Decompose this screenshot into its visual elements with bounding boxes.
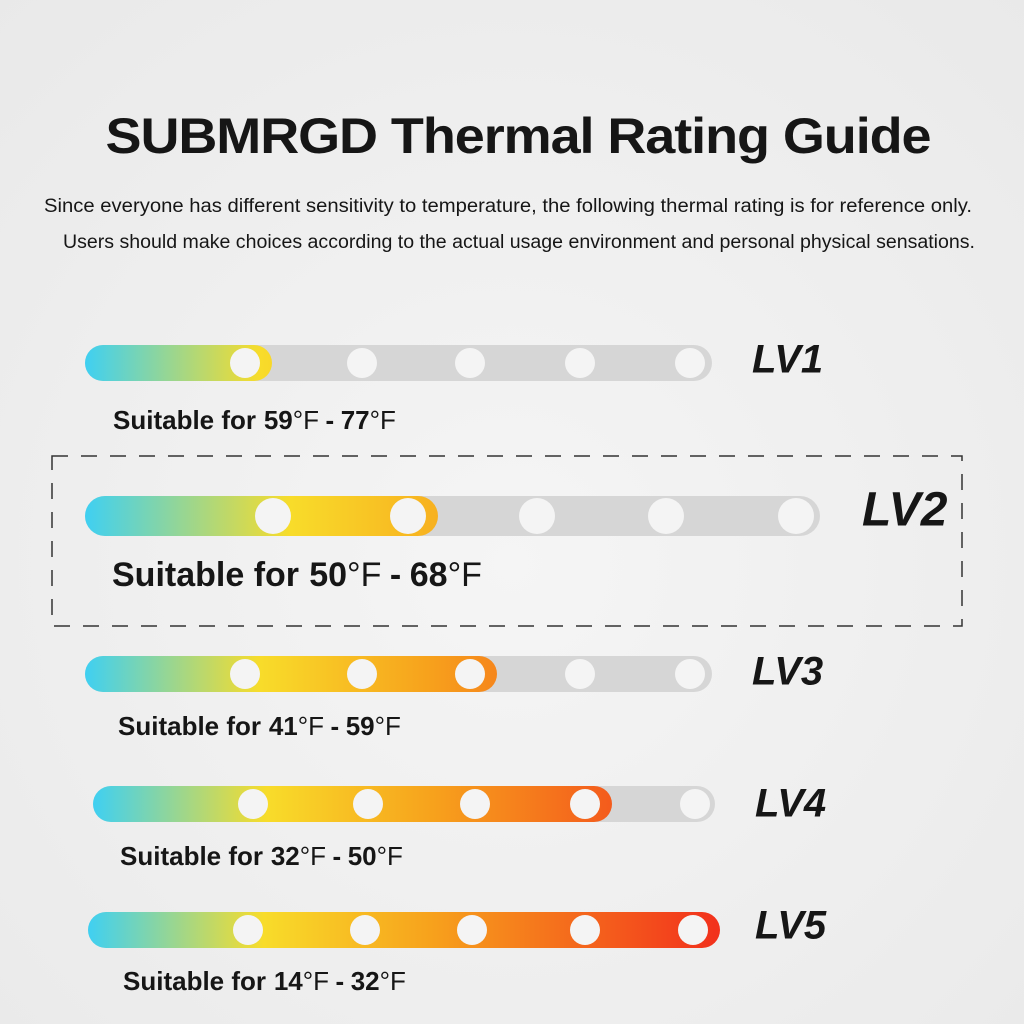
dot — [353, 789, 383, 819]
level-fill — [85, 345, 272, 381]
text-part: °F — [377, 841, 403, 871]
text-part: °F — [298, 711, 324, 741]
level-label: LV3 — [752, 650, 823, 694]
text-part: °F — [300, 841, 326, 871]
level-fill — [93, 786, 612, 822]
level-label: LV5 — [755, 904, 827, 948]
text-part: 41 — [269, 711, 298, 741]
dot — [455, 348, 485, 378]
highlight-box — [51, 455, 963, 627]
level-label: LV2 — [862, 484, 948, 537]
dot — [347, 348, 377, 378]
text-part: °F — [347, 556, 381, 594]
dot — [778, 498, 814, 534]
text-part: - — [333, 841, 342, 871]
text-part: Suitable for — [123, 966, 266, 996]
text-part: 14 — [274, 966, 303, 996]
suitable-text: Suitable for 14°F -32°F — [123, 966, 406, 996]
text-part: °F — [375, 711, 401, 741]
text-part: 68 — [410, 556, 448, 594]
text-part: 59 — [346, 711, 375, 741]
dot — [347, 659, 377, 689]
text-part: 50 — [309, 556, 347, 594]
level-label: LV1 — [752, 338, 823, 382]
suitable-text: Suitable for 41°F -59°F — [118, 711, 401, 741]
text-part: 32 — [271, 841, 300, 871]
text-part: Suitable for — [113, 405, 256, 435]
level-fill — [85, 656, 497, 692]
text-part: - — [336, 966, 345, 996]
description: Since everyone has different sensitivity… — [44, 196, 972, 217]
dot — [457, 915, 487, 945]
dot — [230, 348, 260, 378]
dot — [675, 659, 705, 689]
dot — [680, 789, 710, 819]
dot — [460, 789, 490, 819]
dot — [675, 348, 705, 378]
text-part: 50 — [348, 841, 377, 871]
dot — [238, 789, 268, 819]
text-part: °F — [293, 405, 319, 435]
text-part: Suitable for — [112, 556, 299, 594]
text-part: - — [326, 405, 335, 435]
suitable-text: Suitable for 32°F -50°F — [120, 841, 403, 871]
title: SUBMRGD Thermal Rating Guide — [106, 108, 931, 164]
text-part: - — [331, 711, 340, 741]
text-part: 32 — [351, 966, 380, 996]
level-fill — [88, 912, 720, 948]
text-part: °F — [448, 556, 482, 594]
suitable-text: Suitable for 50°F -68°F — [112, 556, 482, 594]
dot — [648, 498, 684, 534]
text-part: °F — [370, 405, 396, 435]
dot — [565, 659, 595, 689]
dot — [519, 498, 555, 534]
dot — [255, 498, 291, 534]
text-part: 59 — [264, 405, 293, 435]
text-part: Suitable for — [120, 841, 263, 871]
suitable-text: Suitable for 59°F -77°F — [113, 405, 396, 435]
description: Users should make choices according to t… — [63, 232, 975, 253]
dot — [565, 348, 595, 378]
dot — [678, 915, 708, 945]
dot — [570, 789, 600, 819]
dot — [230, 659, 260, 689]
dot — [233, 915, 263, 945]
level-label: LV4 — [755, 782, 826, 826]
text-part: - — [390, 556, 401, 594]
dot — [570, 915, 600, 945]
text-part: 77 — [341, 405, 370, 435]
text-part: °F — [380, 966, 406, 996]
dot — [390, 498, 426, 534]
dot — [350, 915, 380, 945]
text-part: Suitable for — [118, 711, 261, 741]
dot — [455, 659, 485, 689]
text-part: °F — [303, 966, 329, 996]
